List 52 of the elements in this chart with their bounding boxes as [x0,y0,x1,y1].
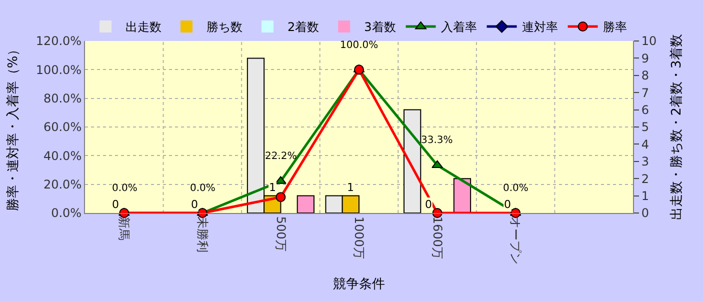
x-tick-label: 未勝利 [196,216,210,252]
legend-label: 勝率 [602,20,627,34]
y-tick-label: 40.0% [43,148,82,163]
x-axis-title: 競争条件 [333,277,385,292]
bar [453,178,472,213]
data-label: 1 [347,181,354,194]
y2-tick-label: 7 [641,86,650,100]
y2-tick-label: 1 [641,189,650,203]
legend-label: 2着数 [288,20,320,34]
y2-tick-label: 3 [641,154,650,169]
y-tick-label: 80.0% [43,92,82,106]
legend-label: 3着数 [364,20,396,34]
x-tick-label: オープン [508,216,523,264]
data-label: 22.2% [265,151,297,162]
point [432,160,443,168]
data-label: 33.3% [421,135,453,146]
data-label: 0 [504,198,511,211]
data-label: 0.0% [190,183,216,194]
y2-tick-label: 8 [641,68,650,83]
point [354,64,364,75]
x-tick-label: 1000万 [352,216,366,259]
legend-label: 入着率 [440,20,477,34]
x-tick-label: 500万 [274,216,288,252]
data-label: 1 [269,181,276,194]
y-tick-label: 120.0% [36,34,82,48]
bar [404,109,422,213]
data-label: 0.0% [112,183,138,194]
y2-tick-label: 10 [641,34,657,48]
x-tick-label: 1600万 [430,216,444,259]
legend-label: 出走数 [126,20,162,34]
y2-tick-label: 6 [641,103,650,117]
y2-axis-title: 出走数・勝ち数・2着数・3着数 [668,34,684,220]
data-label: 0 [191,198,198,211]
y-axis-title: 勝率・連対率・入着率（%） [4,42,21,212]
data-label: 0 [425,198,432,211]
y-tick-label: 0.0% [51,206,82,220]
y-tick-label: 20.0% [43,178,82,192]
y2-tick-label: 9 [641,51,650,66]
y2-tick-label: 4 [641,137,650,152]
legend-label: 連対率 [522,20,558,34]
y-tick-label: 100.0% [36,62,82,77]
y-tick-label: 60.0% [43,120,82,134]
x-tick-label: 新馬 [117,216,132,240]
data-label: 100.0% [340,40,378,51]
bar [296,195,314,213]
data-label: 0.0% [503,183,528,194]
legend-label: 勝ち数 [206,20,242,34]
y2-tick-label: 2 [641,172,650,186]
data-label: 0 [112,198,119,211]
point [276,192,286,202]
y2-tick-label: 5 [641,120,650,134]
y2-tick-label: 0 [641,206,650,220]
